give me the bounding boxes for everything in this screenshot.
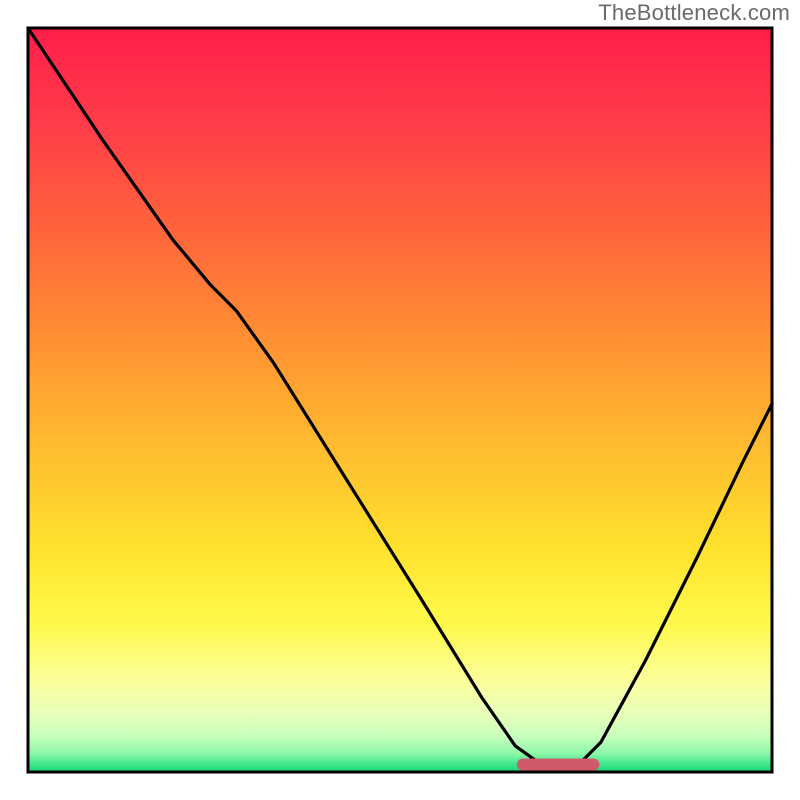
watermark-text: TheBottleneck.com (598, 0, 790, 26)
chart-container: TheBottleneck.com (0, 0, 800, 800)
bottleneck-chart (0, 0, 800, 800)
